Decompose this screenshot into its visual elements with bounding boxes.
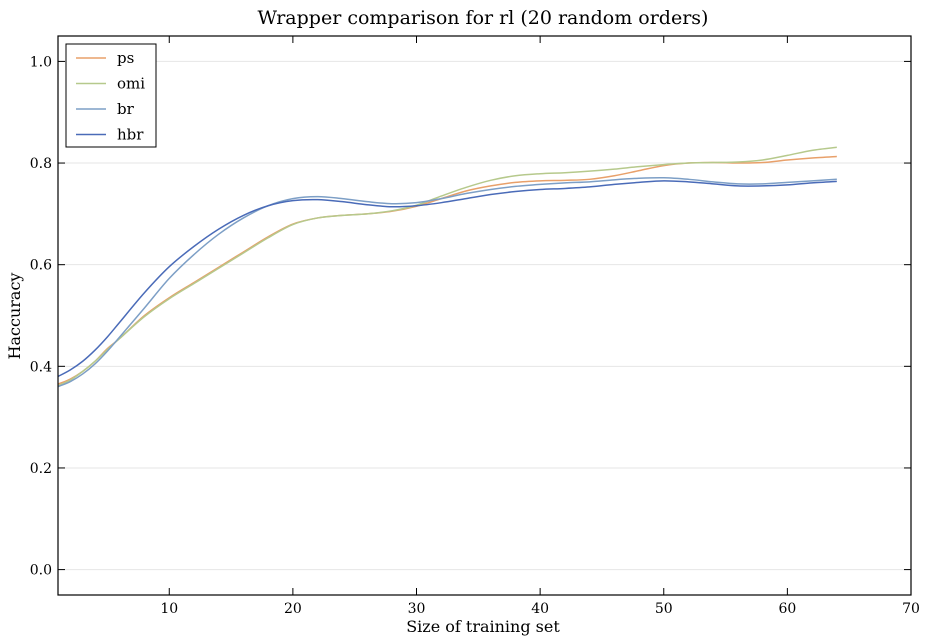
- y-tick-label: 0.8: [30, 156, 52, 172]
- chart-title: Wrapper comparison for rl (20 random ord…: [258, 7, 709, 29]
- y-tick-label: 0.4: [30, 359, 52, 375]
- y-tick-label: 0.0: [30, 563, 52, 579]
- grid-lines: [58, 60, 911, 571]
- legend-box: [65, 43, 157, 148]
- legend-label-omi: omi: [117, 75, 145, 93]
- legend-label-ps: ps: [117, 49, 134, 67]
- x-tick-label: 40: [531, 601, 549, 617]
- legend-label-br: br: [117, 100, 135, 118]
- y-tick-label: 0.2: [30, 461, 52, 477]
- series-line-br: [57, 176, 837, 388]
- y-tick-label: 1.0: [30, 54, 52, 70]
- x-tick-label: 60: [778, 601, 796, 617]
- legend: ps omi br hbr: [65, 43, 157, 148]
- y-axis-label: Haccuracy: [5, 273, 24, 360]
- y-tick-label: 0.6: [30, 258, 52, 274]
- series-line-ps: [57, 155, 837, 385]
- series-lines: [57, 146, 837, 388]
- x-tick-label: 30: [408, 601, 426, 617]
- x-tick-label: 70: [902, 601, 920, 617]
- x-tick-label: 50: [655, 601, 673, 617]
- x-axis-label: Size of training set: [406, 617, 560, 636]
- legend-label-hbr: hbr: [117, 126, 144, 144]
- axis-ticks: 0.0 0.2 0.4 0.6 0.8 1.0 10 20 30 40 50 60 70: [30, 36, 920, 617]
- x-tick-label: 20: [284, 601, 302, 617]
- x-tick-label: 10: [160, 601, 178, 617]
- series-line-hbr: [57, 180, 837, 378]
- plot-area: [57, 35, 912, 596]
